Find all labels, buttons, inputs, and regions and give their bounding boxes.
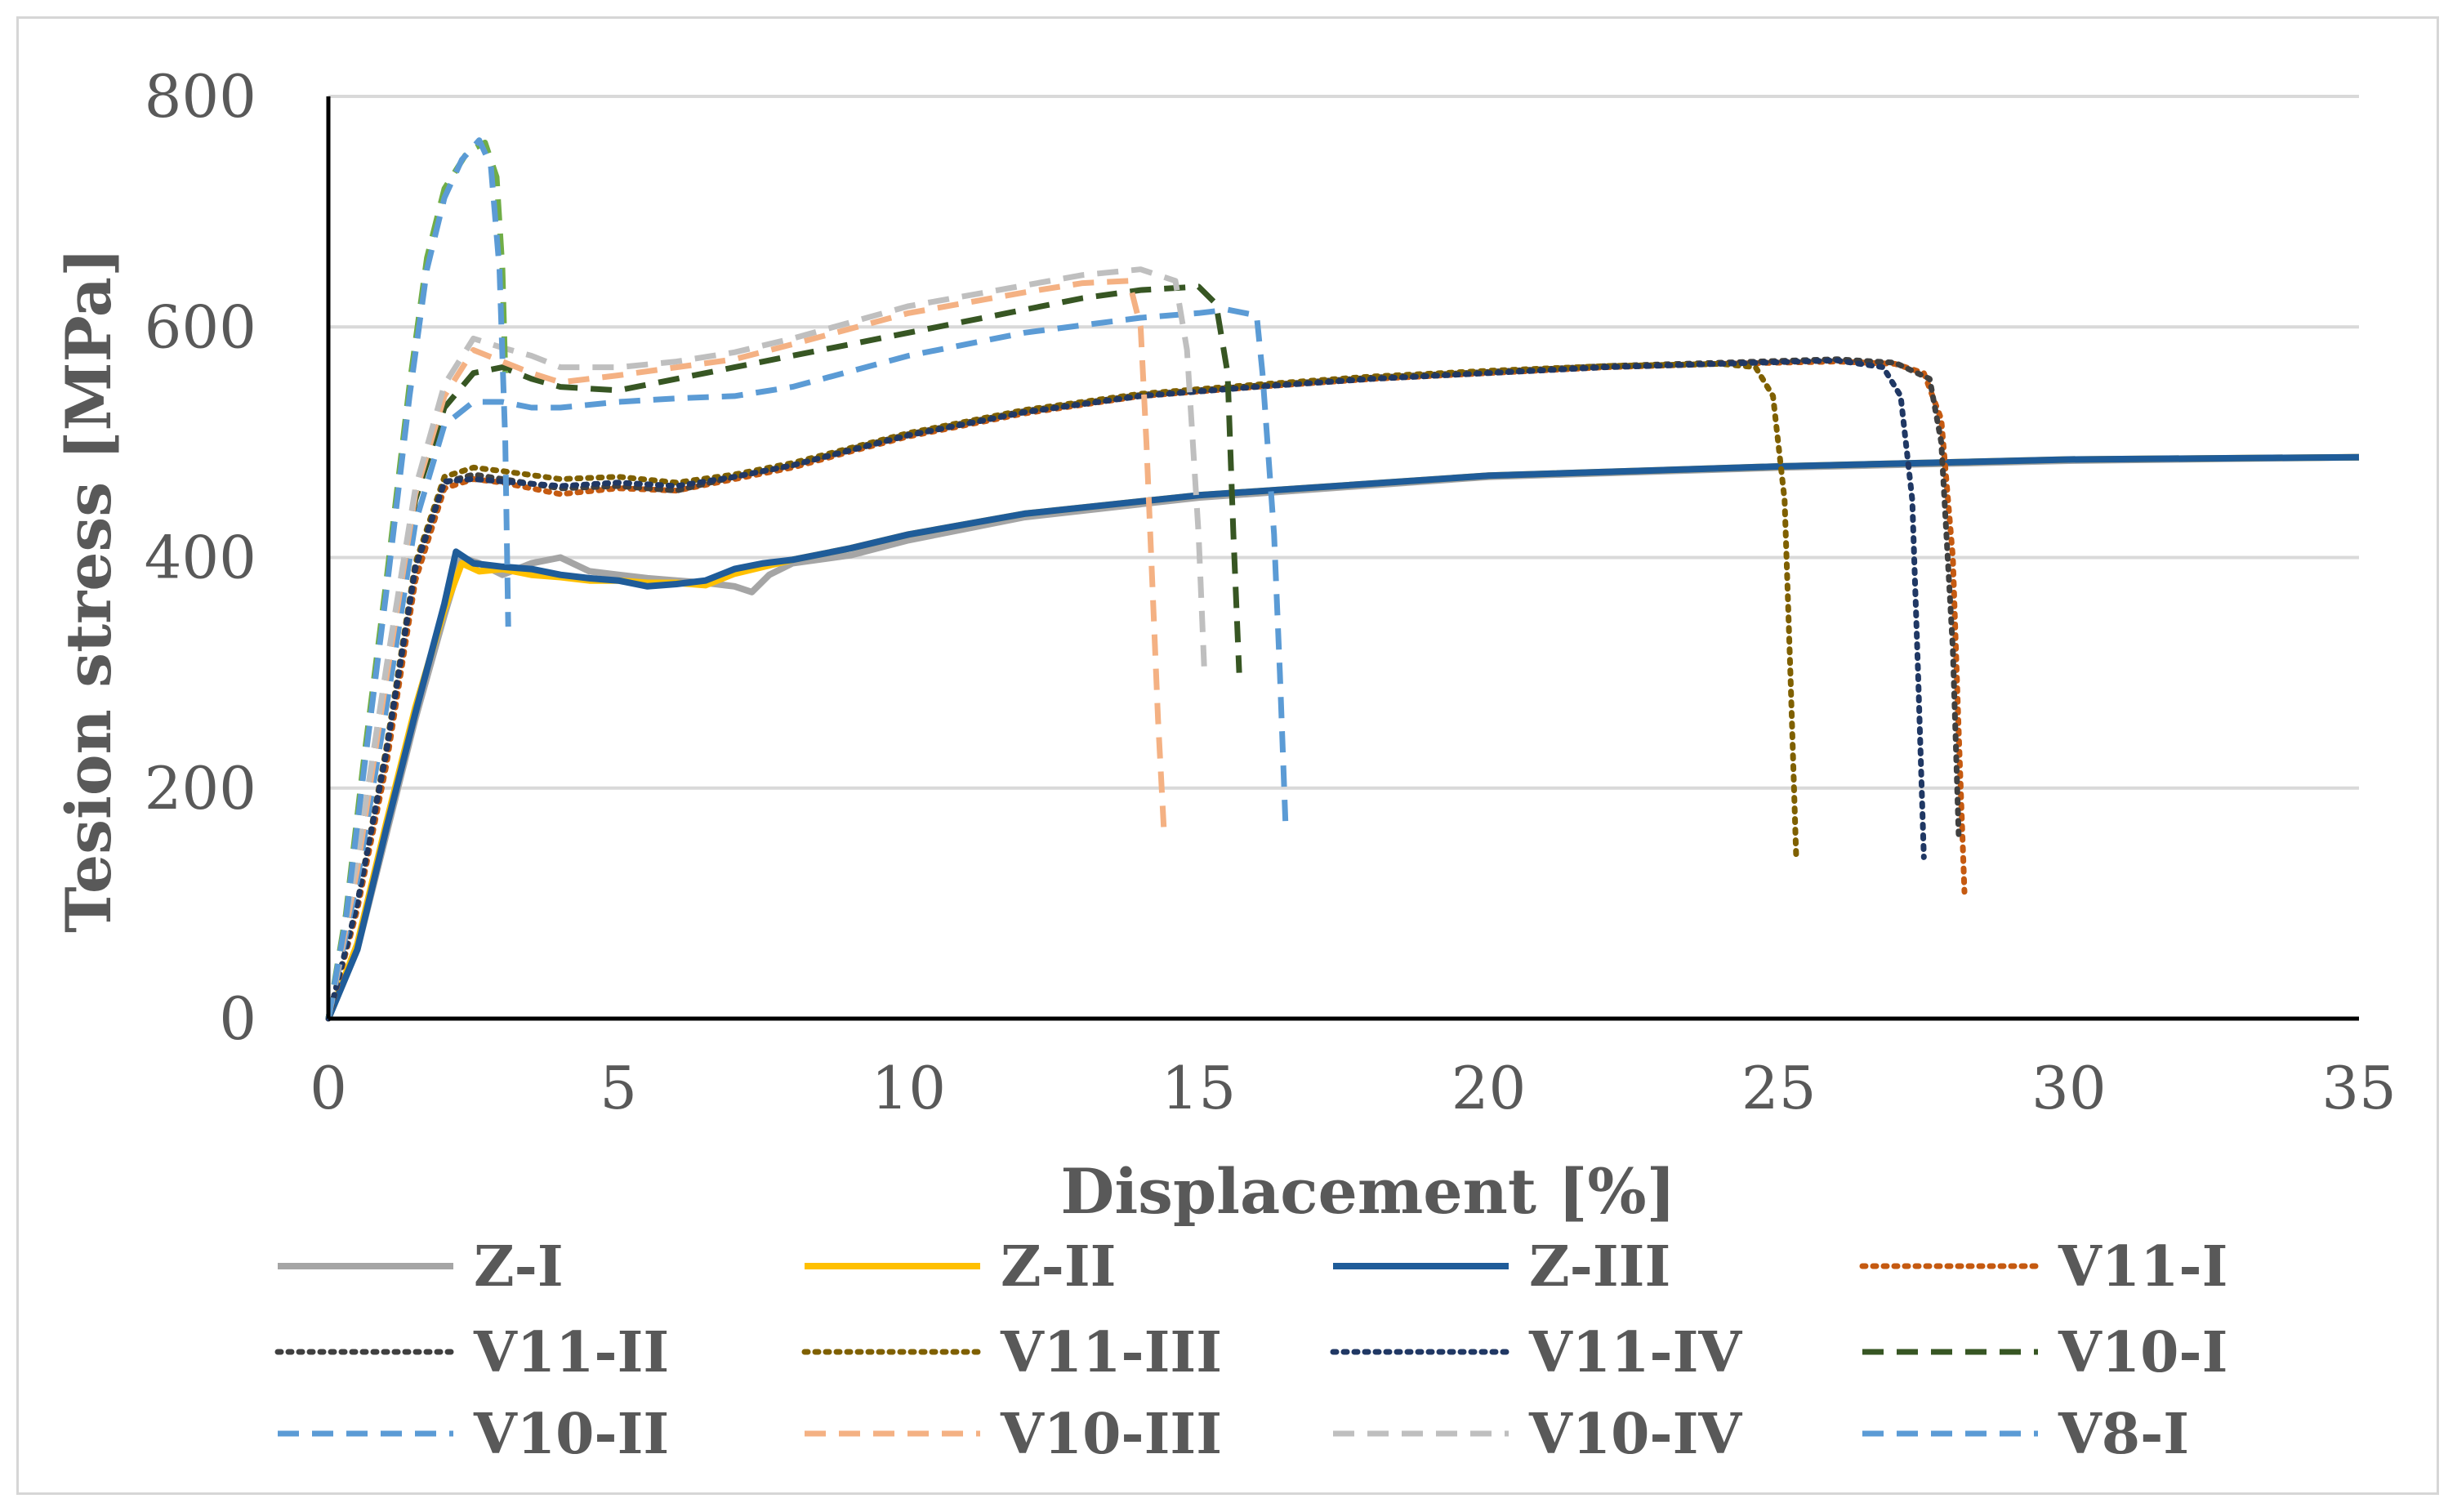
y-tick-label-400: 400 <box>145 524 256 592</box>
legend: Z-I Z-II Z-III V11-I V11-II V11-III V11-IV V10-… <box>274 1234 2227 1467</box>
y-tick-label-200: 200 <box>145 754 256 823</box>
legend-label-z-ii: Z-II <box>1001 1234 1116 1300</box>
series-line-v10-i <box>325 283 1242 1019</box>
legend-label-v10-iv: V10-IV <box>1528 1402 1742 1467</box>
x-tick-label-10: 10 <box>871 1054 946 1122</box>
legend-item-z-i: Z-I <box>278 1234 564 1300</box>
series-lines <box>325 137 2360 1022</box>
series-line-z-i <box>325 453 2360 1020</box>
x-tick-label-15: 15 <box>1162 1054 1237 1122</box>
legend-item-z-ii: Z-II <box>805 1234 1116 1300</box>
x-tick-label-0: 0 <box>310 1054 347 1122</box>
tick-labels: 0 5 10 15 20 25 30 35 0 200 400 600 800 <box>145 62 2397 1122</box>
x-tick-label-35: 35 <box>2321 1054 2397 1122</box>
x-axis-title: Displacement [%] <box>1060 1155 1675 1228</box>
axes <box>326 96 2359 1021</box>
y-axis-title: Tesion stress [MPa] <box>52 248 125 933</box>
series-line-v10-ii <box>325 306 1289 1019</box>
legend-label-v11-ii: V11-II <box>473 1320 669 1385</box>
gridlines <box>328 95 2359 790</box>
legend-item-v11-iii: V11-III <box>801 1320 1222 1385</box>
series-line-v11-iv <box>325 357 1927 1022</box>
legend-item-z-iii: Z-III <box>1333 1234 1670 1300</box>
series-line-v10-iii <box>325 278 1167 1019</box>
x-tick-label-25: 25 <box>1741 1054 1817 1122</box>
x-tick-label-30: 30 <box>2031 1054 2107 1122</box>
y-tick-label-600: 600 <box>145 292 256 361</box>
legend-label-z-i: Z-I <box>474 1234 564 1300</box>
series-line-z-ii <box>325 453 2360 1020</box>
y-tick-label-0: 0 <box>219 984 256 1053</box>
x-tick-label-20: 20 <box>1451 1054 1527 1122</box>
legend-item-v11-ii: V11-II <box>274 1320 669 1385</box>
series-line-unlabeled-12 <box>325 137 511 1019</box>
x-tick-label-5: 5 <box>600 1054 637 1122</box>
legend-label-v11-iv: V11-IV <box>1528 1320 1742 1385</box>
legend-item-v10-iv: V10-IV <box>1333 1402 1742 1467</box>
legend-label-v10-i: V10-I <box>2058 1320 2227 1385</box>
y-tick-label-800: 800 <box>145 62 256 131</box>
legend-label-z-iii: Z-III <box>1529 1234 1670 1300</box>
legend-label-v11-i: V11-I <box>2058 1234 2227 1300</box>
series-line-v10-iv <box>325 266 1207 1019</box>
legend-item-v8-i: V8-I <box>1862 1402 2189 1467</box>
legend-item-v10-ii: V10-II <box>278 1402 669 1467</box>
legend-item-v11-i: V11-I <box>1859 1234 2227 1300</box>
series-line-v11-i <box>325 359 1968 1022</box>
legend-label-v10-ii: V10-II <box>473 1402 669 1467</box>
legend-item-v11-iv: V11-IV <box>1330 1320 1742 1385</box>
series-line-v11-iii <box>325 360 1799 1022</box>
legend-item-v10-iii: V10-III <box>805 1402 1222 1467</box>
legend-label-v10-iii: V10-III <box>1000 1402 1222 1467</box>
legend-label-v11-iii: V11-III <box>1000 1320 1222 1385</box>
legend-item-v10-i: V10-I <box>1862 1320 2227 1385</box>
series-line-z-iii <box>325 453 2360 1020</box>
legend-label-v8-i: V8-I <box>2058 1402 2189 1467</box>
series-line-v11-ii <box>325 356 1962 1022</box>
chart-frame <box>16 16 2439 1495</box>
